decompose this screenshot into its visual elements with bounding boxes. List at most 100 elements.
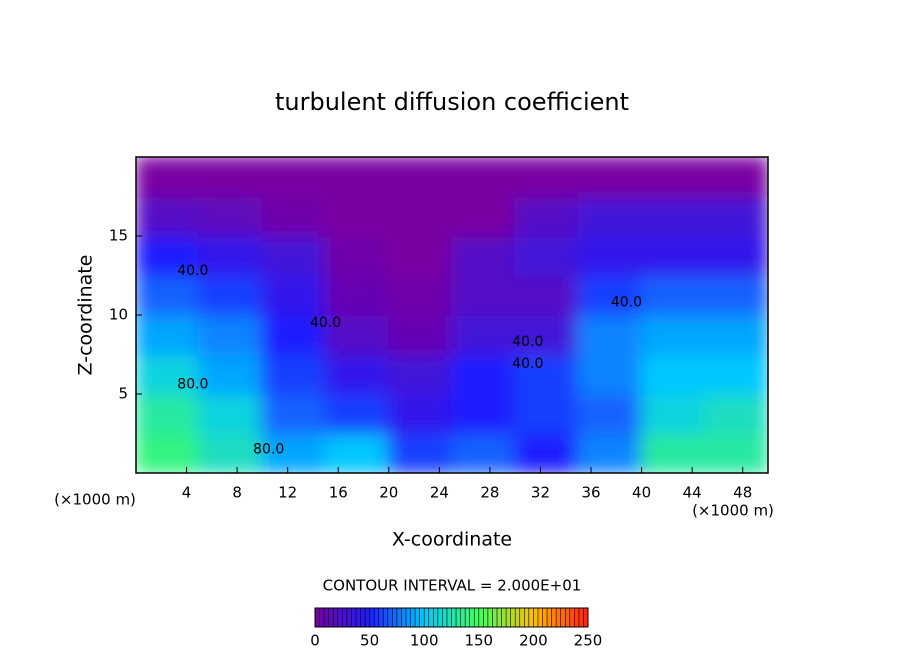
colorbar-segment bbox=[483, 608, 489, 627]
colorbar-segment bbox=[442, 608, 448, 627]
cell bbox=[640, 314, 706, 356]
colorbar-segment bbox=[492, 608, 498, 627]
cells bbox=[136, 157, 768, 473]
cell bbox=[703, 353, 768, 395]
contour-label: 40.0 bbox=[310, 315, 341, 331]
y-tick-label: 15 bbox=[109, 227, 128, 245]
contour-label: 80.0 bbox=[177, 377, 208, 393]
cell bbox=[198, 393, 264, 435]
cell bbox=[198, 157, 264, 198]
cell bbox=[577, 393, 643, 435]
x-tick-label: 20 bbox=[379, 484, 398, 502]
cell bbox=[324, 195, 390, 237]
cell bbox=[451, 353, 517, 395]
colorbar-segment bbox=[524, 608, 530, 627]
contour-label: 40.0 bbox=[512, 334, 543, 350]
field bbox=[136, 157, 768, 473]
colorbar-segment bbox=[392, 608, 398, 627]
cell bbox=[514, 195, 580, 237]
colorbar-segment bbox=[465, 608, 471, 627]
cell bbox=[261, 157, 327, 198]
colorbar-segment bbox=[528, 608, 534, 627]
contour-label: 40.0 bbox=[512, 356, 543, 372]
x-tick-label: 12 bbox=[278, 484, 297, 502]
colorbar-segment bbox=[410, 608, 416, 627]
cell bbox=[324, 157, 390, 198]
cell bbox=[324, 393, 390, 435]
colorbar-segment bbox=[324, 608, 330, 627]
colorbar-segment bbox=[355, 608, 361, 627]
x-tick-label: 32 bbox=[531, 484, 550, 502]
colorbar-segment bbox=[428, 608, 434, 627]
colorbar-segment bbox=[578, 608, 584, 627]
cell bbox=[198, 274, 264, 316]
colorbar-segment bbox=[487, 608, 493, 627]
colorbar-segment bbox=[374, 608, 380, 627]
colorbar-segment bbox=[560, 608, 566, 627]
colorbar-segment bbox=[478, 608, 484, 627]
colorbar-segment bbox=[547, 608, 553, 627]
cell bbox=[451, 314, 517, 356]
colorbar-segment bbox=[333, 608, 339, 627]
cell bbox=[387, 157, 453, 198]
cell bbox=[261, 432, 327, 473]
x-tick-label: 4 bbox=[182, 484, 192, 502]
colorbar-segment bbox=[497, 608, 503, 627]
colorbar-segment bbox=[351, 608, 357, 627]
cell bbox=[451, 157, 517, 198]
colorbar-segment bbox=[510, 608, 516, 627]
cell bbox=[514, 353, 580, 395]
cell bbox=[136, 274, 201, 316]
cell bbox=[387, 274, 453, 316]
x-tick-label: 44 bbox=[683, 484, 702, 502]
cell bbox=[451, 195, 517, 237]
colorbar-segment bbox=[424, 608, 430, 627]
cell bbox=[136, 393, 201, 435]
cell bbox=[703, 393, 768, 435]
cell bbox=[577, 157, 643, 198]
colorbar-segment bbox=[360, 608, 366, 627]
cell bbox=[136, 432, 201, 473]
colorbar-segment bbox=[469, 608, 475, 627]
cell bbox=[387, 432, 453, 473]
cell bbox=[451, 432, 517, 473]
colorbar-segment bbox=[378, 608, 384, 627]
colorbar-segment bbox=[419, 608, 425, 627]
x-unit-right: (×1000 m) bbox=[692, 502, 774, 520]
cell bbox=[514, 235, 580, 277]
cell bbox=[324, 432, 390, 473]
x-tick-label: 48 bbox=[733, 484, 752, 502]
colorbar-segment bbox=[506, 608, 512, 627]
cell bbox=[198, 432, 264, 473]
colorbar-segment bbox=[328, 608, 334, 627]
colorbar-segment bbox=[369, 608, 375, 627]
x-unit-left: (×1000 m) bbox=[54, 491, 136, 509]
y-axis-label: Z-coordinate bbox=[75, 255, 97, 376]
colorbar-segment bbox=[365, 608, 371, 627]
cell bbox=[577, 235, 643, 277]
cell bbox=[514, 157, 580, 198]
cell bbox=[136, 353, 201, 395]
colorbar-segment bbox=[542, 608, 548, 627]
subtitle: CONTOUR INTERVAL = 2.000E+01 bbox=[323, 577, 582, 595]
cell bbox=[324, 353, 390, 395]
colorbar-segment bbox=[501, 608, 507, 627]
colorbar-segment bbox=[551, 608, 557, 627]
cell bbox=[136, 314, 201, 356]
x-tick-label: 36 bbox=[581, 484, 600, 502]
colorbar-segment bbox=[460, 608, 466, 627]
cell bbox=[136, 195, 201, 237]
x-tick-label: 28 bbox=[480, 484, 499, 502]
cell bbox=[703, 235, 768, 277]
cell bbox=[451, 235, 517, 277]
cell bbox=[514, 274, 580, 316]
colorbar-segment bbox=[474, 608, 480, 627]
cell bbox=[387, 195, 453, 237]
cell bbox=[640, 432, 706, 473]
colorbar-segment bbox=[437, 608, 443, 627]
cell bbox=[514, 432, 580, 473]
cell bbox=[640, 353, 706, 395]
cell bbox=[514, 393, 580, 435]
cell bbox=[324, 235, 390, 277]
